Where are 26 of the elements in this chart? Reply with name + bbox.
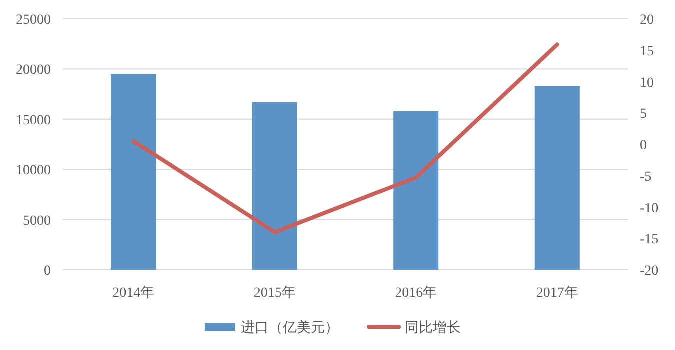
y-tick-label: 0: [44, 264, 51, 279]
line-series: [132, 42, 560, 234]
bar: [534, 86, 580, 270]
x-tick-label: 2016年: [395, 285, 438, 301]
y2-tick-label: -5: [640, 170, 652, 185]
y2-tick-label: -20: [640, 264, 659, 279]
y2-tick-label: 5: [640, 107, 647, 122]
y2-tick-label: 20: [640, 13, 654, 28]
y2-tick-label: -15: [640, 232, 659, 248]
y2-tick-label: 10: [640, 76, 654, 91]
x-tick-label: 2015年: [254, 285, 296, 301]
y2-tick-label: -10: [640, 201, 659, 216]
y2-tick-label: 0: [640, 138, 647, 154]
y-tick-label: 20000: [16, 63, 51, 78]
bar: [252, 102, 298, 270]
y-tick-label: 25000: [16, 13, 51, 28]
y-tick-label: 5000: [23, 214, 51, 229]
legend-label: 进口（亿美元）: [241, 320, 339, 336]
bar: [394, 111, 439, 270]
legend-label: 同比增长: [405, 320, 461, 336]
y-tick-label: 15000: [16, 113, 51, 128]
x-tick-label: 2014年: [112, 285, 155, 301]
y-tick-label: 10000: [16, 164, 51, 179]
y2-tick-label: 15: [640, 44, 654, 60]
x-tick-label: 2017年: [536, 285, 578, 301]
bar: [111, 74, 156, 270]
